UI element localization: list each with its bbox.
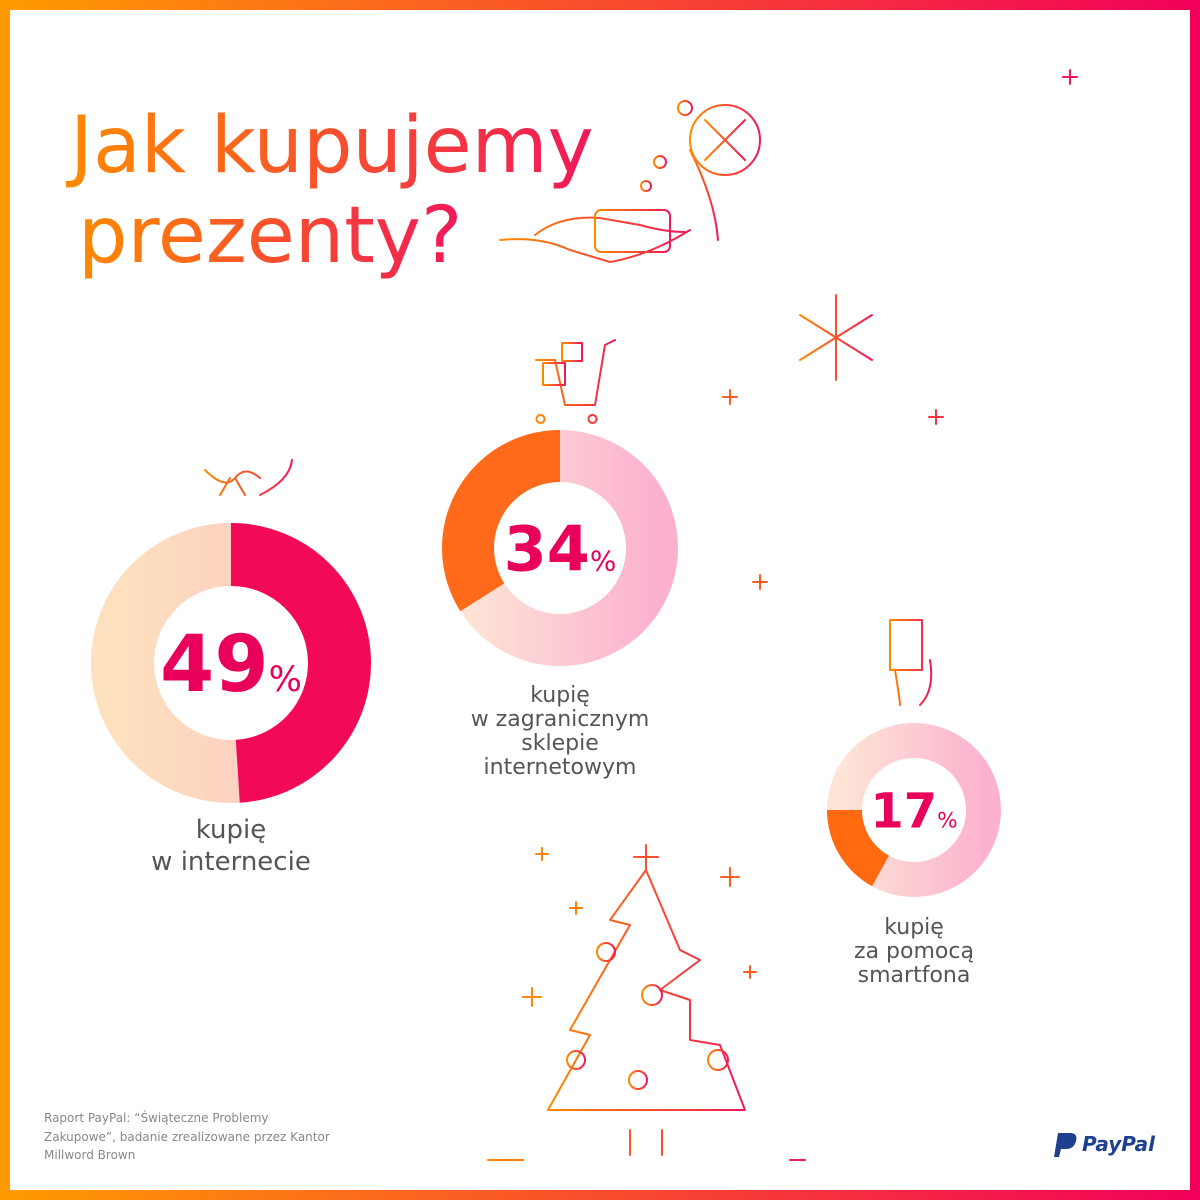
title-line: Jak kupujemy [65, 101, 594, 191]
source-line: Millword Brown [44, 1148, 135, 1162]
caption-line: internetowym [484, 755, 637, 780]
value: 34 [504, 512, 590, 585]
donut-segment [442, 430, 560, 612]
unit: % [937, 808, 958, 833]
value-label: 34% [504, 512, 617, 585]
donut-segment [231, 523, 372, 803]
caption-line: kupię [884, 915, 944, 940]
decorations [204, 69, 1078, 1161]
caption-line: kupię [530, 683, 590, 708]
logo: PayPal [1082, 1132, 1156, 1156]
source: Raport PayPal: “Świąteczne Problemy Zaku… [44, 1110, 330, 1162]
title-line: prezenty? [78, 191, 462, 281]
logo-mark [1054, 1133, 1077, 1157]
unit: % [269, 659, 302, 700]
value-label: 17% [870, 783, 957, 839]
donut-segment [827, 810, 889, 887]
value: 17 [870, 783, 937, 839]
title: Jak kupujemy prezenty? [65, 101, 594, 281]
value-label: 49% [160, 620, 302, 710]
source-line: Zakupowe”, badanie zrealizowane przez Ka… [44, 1130, 330, 1144]
source-line: Raport PayPal: “Świąteczne Problemy [44, 1110, 269, 1125]
caption-line: kupię [196, 815, 266, 845]
caption-line: w zagranicznym [471, 707, 650, 732]
caption-line: smartfona [858, 963, 971, 988]
caption-line: w internecie [151, 847, 311, 877]
value: 49 [160, 620, 269, 710]
caption-line: za pomocą [854, 939, 974, 964]
unit: % [590, 544, 617, 577]
caption-line: sklepie [521, 731, 598, 756]
